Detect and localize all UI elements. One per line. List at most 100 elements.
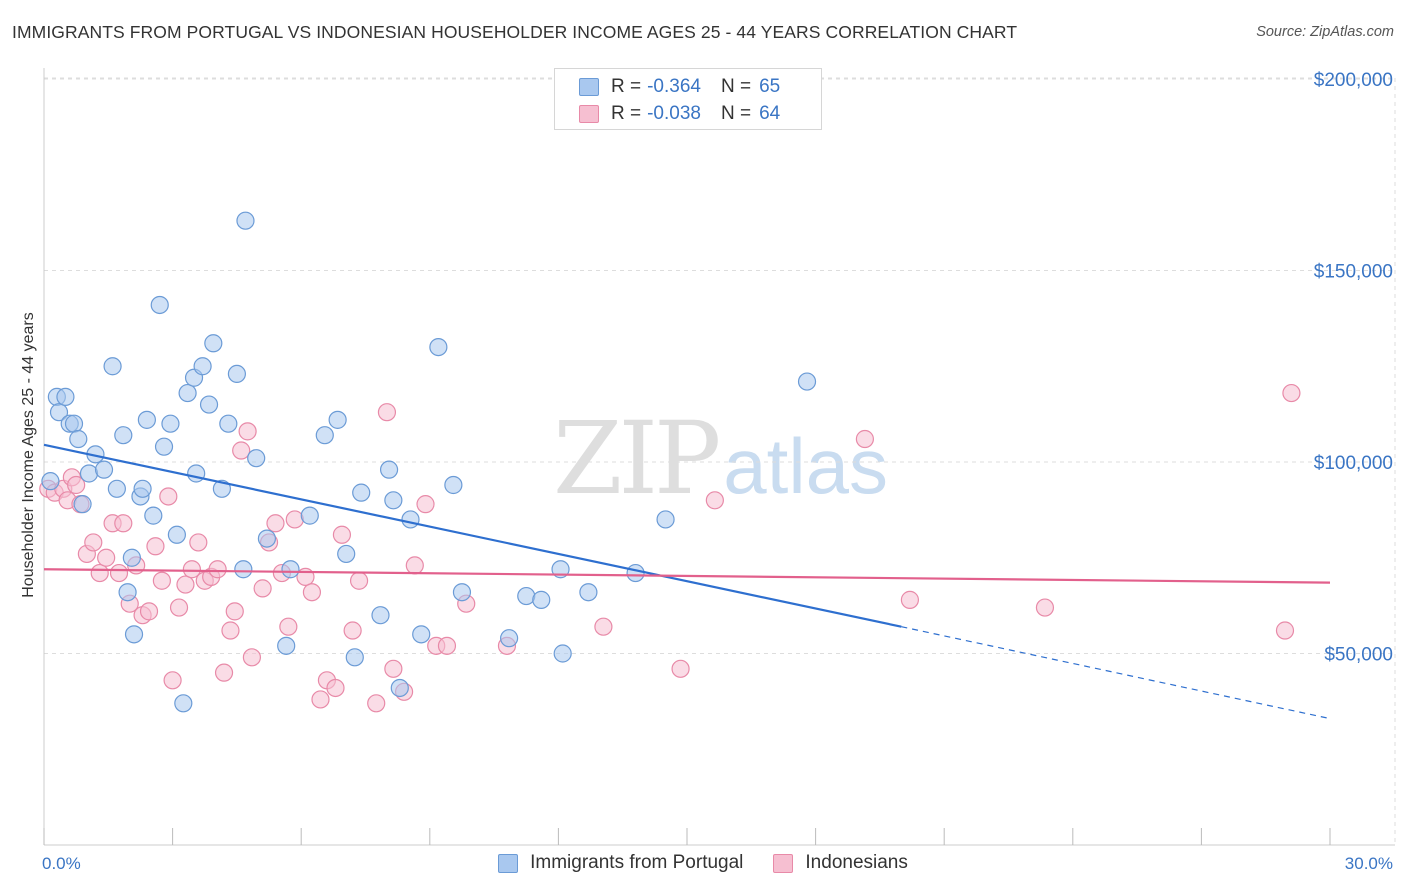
legend-r-label: R = <box>611 103 642 124</box>
legend-row-portugal: R = -0.364 N = 65 <box>579 74 780 100</box>
legend-r-value: -0.364 <box>647 76 701 97</box>
legend-swatch-portugal <box>579 78 599 96</box>
y-tick-label: $150,000 <box>1314 262 1393 283</box>
portugal-point <box>532 590 551 609</box>
legend-item-portugal[interactable]: Immigrants from Portugal <box>498 852 743 874</box>
portugal-point <box>137 410 156 429</box>
indonesians-point <box>1035 598 1055 617</box>
portugal-point <box>193 357 212 376</box>
portugal-point <box>371 606 390 625</box>
indonesians-point <box>1275 621 1295 640</box>
legend-label-indonesians: Indonesians <box>805 852 908 873</box>
portugal-point <box>236 211 255 230</box>
legend-swatch-indonesians <box>579 105 599 123</box>
portugal-point <box>315 426 334 445</box>
axes <box>43 68 1395 846</box>
stats-legend: R = -0.364 N = 65 R = -0.038 N = 64 <box>554 68 822 130</box>
indonesians-point <box>182 560 201 579</box>
portugal-point <box>384 491 403 510</box>
indonesians-trend-line <box>43 568 1331 584</box>
portugal-point <box>94 460 114 479</box>
portugal-point <box>41 472 60 491</box>
indonesians-point <box>109 563 129 583</box>
portugal-point <box>79 464 99 483</box>
portugal-point <box>500 629 519 648</box>
portugal-point <box>352 483 371 502</box>
indonesians-point <box>176 575 195 594</box>
portugal-point <box>429 338 448 357</box>
portugal-point <box>103 357 122 376</box>
portugal-point <box>122 548 141 567</box>
portugal-point <box>199 395 219 414</box>
portugal-point <box>133 479 152 498</box>
legend-item-indonesians[interactable]: Indonesians <box>773 852 908 874</box>
indonesians-point <box>146 537 165 556</box>
y-tick-label: $50,000 <box>1324 645 1393 666</box>
portugal-point <box>114 426 133 445</box>
x-tick-label: 0.0% <box>42 854 81 873</box>
portugal-point <box>144 506 163 525</box>
indonesians-point <box>311 690 330 709</box>
indonesians-point <box>377 403 397 422</box>
portugal-point <box>247 449 266 468</box>
indonesians-point <box>266 514 285 533</box>
x-tick-label: 30.0% <box>1345 854 1393 873</box>
indonesians-point <box>705 491 724 510</box>
legend-n-label: N = <box>720 103 752 124</box>
indonesians-point <box>253 579 272 598</box>
y-tick-label: $200,000 <box>1314 70 1393 91</box>
indonesians-point <box>855 429 874 449</box>
source-credit: Source: ZipAtlas.com <box>1256 24 1394 40</box>
indonesians-point <box>416 495 435 514</box>
indonesians-point <box>225 602 244 621</box>
indonesians-point <box>326 678 345 698</box>
indonesians-point <box>384 659 403 678</box>
indonesians-point <box>279 617 298 636</box>
indonesians-point <box>90 563 109 583</box>
portugal-point <box>412 625 431 644</box>
indonesians-point <box>349 571 369 590</box>
indonesians-point <box>114 514 133 533</box>
portugal-point <box>49 403 69 422</box>
indonesians-point <box>169 598 189 617</box>
indonesians-point <box>214 663 234 682</box>
indonesians-point <box>159 487 178 506</box>
indonesians-point <box>221 621 240 640</box>
portugal-point <box>212 479 231 498</box>
portugal-point <box>118 583 137 602</box>
portugal-point <box>204 334 223 353</box>
portugal-point <box>390 678 409 698</box>
portugal-point <box>281 560 300 579</box>
legend-label-portugal: Immigrants from Portugal <box>530 852 744 873</box>
indonesians-point <box>285 510 304 529</box>
legend-r-value: -0.038 <box>647 103 701 124</box>
chart-title: IMMIGRANTS FROM PORTUGAL VS INDONESIAN H… <box>12 22 1018 42</box>
legend-swatch-portugal <box>498 853 519 873</box>
indonesians-point <box>189 533 208 552</box>
indonesians-point <box>139 602 159 621</box>
portugal-point <box>161 414 180 433</box>
portugal-point <box>64 414 84 433</box>
indonesians-point <box>671 659 690 678</box>
indonesians-point <box>302 583 322 602</box>
portugal-point <box>517 586 536 606</box>
indonesians-point <box>208 560 227 579</box>
portugal-point <box>178 383 197 403</box>
portugal-point <box>150 295 169 315</box>
portugal-trend-line <box>43 443 902 628</box>
legend-n-value: 65 <box>759 76 781 97</box>
legend-r-label: R = <box>611 76 642 97</box>
portugal-point <box>219 414 238 433</box>
indonesians-point <box>332 525 352 544</box>
portugal-point <box>626 563 645 583</box>
portugal-point <box>234 560 253 579</box>
legend-row-indonesians: R = -0.038 N = 64 <box>579 101 780 127</box>
indonesians-point <box>152 571 171 590</box>
portugal-point <box>328 410 347 429</box>
portugal-point <box>452 583 472 602</box>
indonesians-point <box>367 694 386 713</box>
portugal-point <box>797 372 817 391</box>
portugal-point <box>107 479 126 498</box>
indonesians-point <box>594 617 613 636</box>
portugal-point <box>300 506 319 525</box>
